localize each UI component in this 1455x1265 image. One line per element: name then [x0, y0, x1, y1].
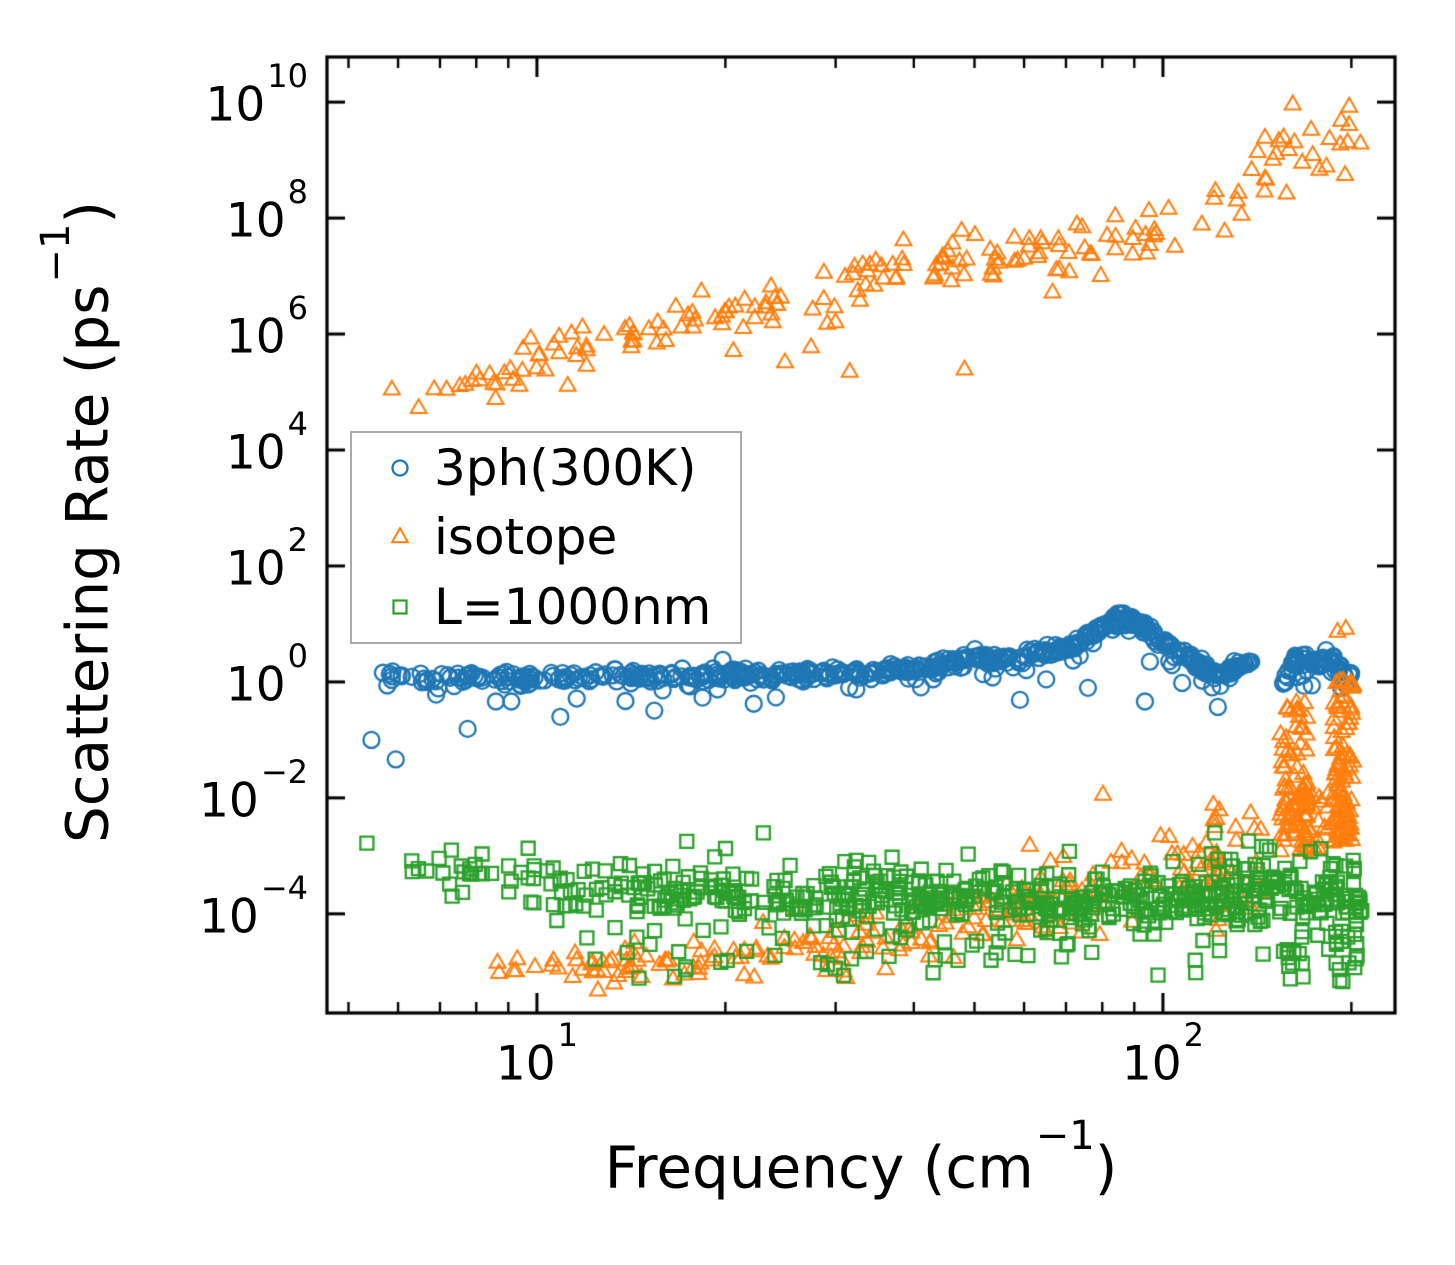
y-axis-label-superscript: −1: [33, 223, 79, 283]
y-tick-label: 108: [225, 173, 308, 249]
x-axis-label: Frequency (cm−1): [327, 1113, 1395, 1203]
y-tick-label: 10−4: [199, 868, 308, 945]
legend-label-L1000nm: L=1000nm: [434, 578, 712, 637]
y-tick-label: 10−2: [199, 752, 308, 829]
legend-label-3ph: 3ph(300K): [434, 438, 697, 497]
x-axis-label-text: Frequency (cm: [604, 1133, 1034, 1202]
y-tick-label: 106: [225, 289, 308, 365]
y-tick-label: 100: [225, 636, 308, 713]
x-tick-label: 101: [495, 1016, 578, 1092]
legend-item-isotope: isotope: [352, 511, 740, 563]
x-axis-label-superscript: −1: [1035, 1113, 1095, 1159]
y-tick-label: 1010: [205, 57, 308, 133]
y-axis-label-text: Scattering Rate (ps: [53, 284, 122, 844]
x-axis-label-close: ): [1094, 1133, 1118, 1202]
y-axis-label: Scattering Rate (ps−1): [33, 44, 122, 1000]
x-tick-label: 102: [1121, 1016, 1205, 1092]
legend: 3ph(300K) isotope L=1000nm: [350, 431, 742, 644]
y-tick-label: 102: [225, 520, 308, 597]
square-marker-icon: [392, 599, 408, 615]
y-tick-label: 104: [225, 405, 308, 481]
triangle-marker-icon: [390, 526, 410, 544]
circle-marker-icon: [391, 459, 409, 477]
legend-label-isotope: isotope: [434, 508, 618, 567]
y-axis-label-close: ): [53, 200, 122, 224]
legend-item-L1000nm: L=1000nm: [352, 581, 740, 633]
legend-item-3ph-300K: 3ph(300K): [352, 442, 740, 494]
